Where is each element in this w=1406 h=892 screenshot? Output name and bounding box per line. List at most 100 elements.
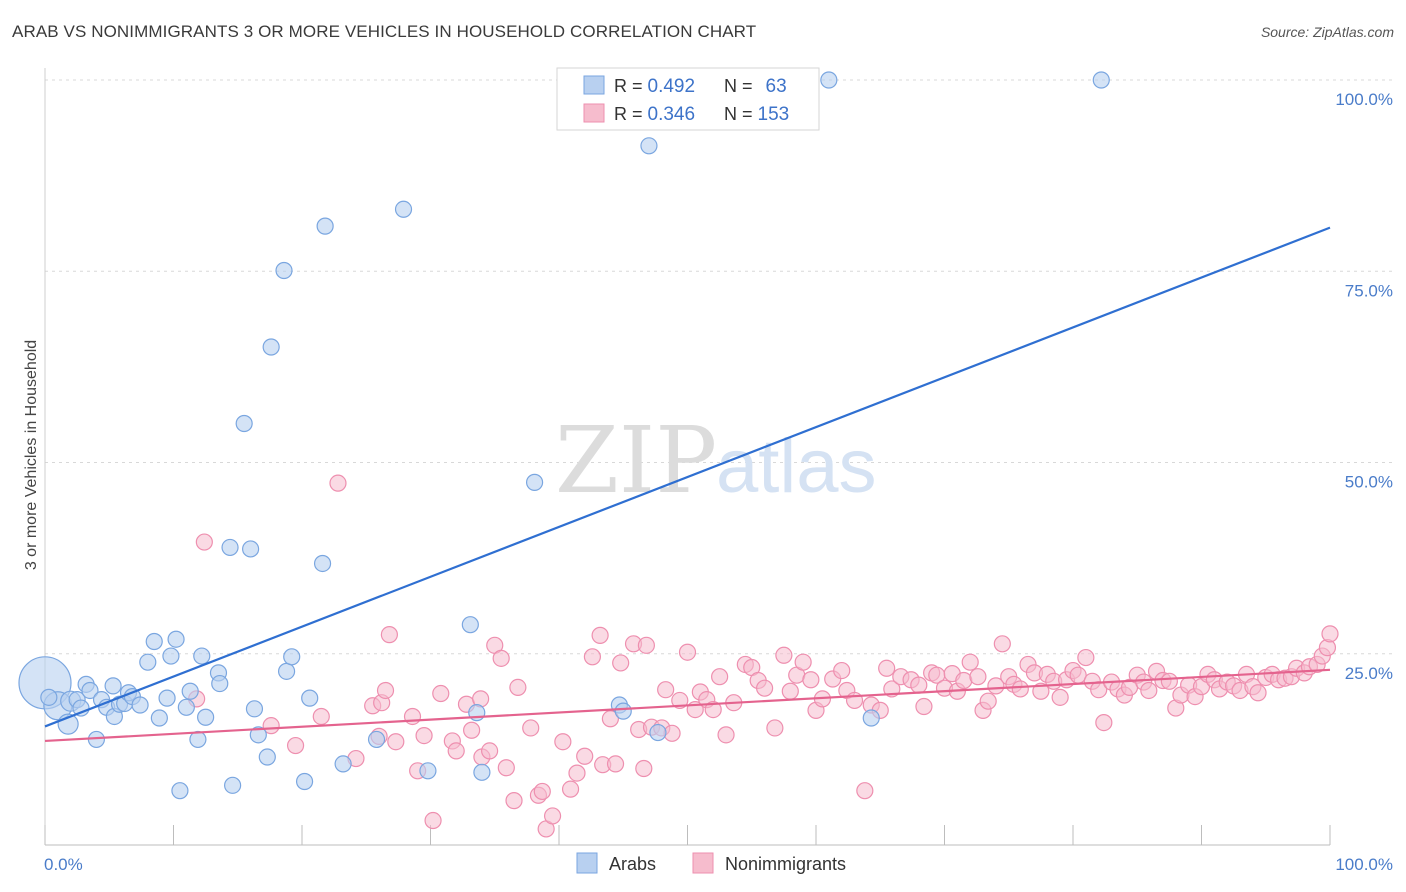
data-point-nonimmigrants	[878, 659, 896, 677]
data-point-arabs	[316, 217, 334, 235]
data-point-nonimmigrants	[568, 764, 586, 782]
data-point-arabs	[367, 730, 386, 749]
data-point-nonimmigrants	[612, 654, 630, 672]
data-point-arabs	[224, 776, 242, 794]
legend-r-label-nonimmigrants: R =	[614, 104, 648, 124]
data-point-nonimmigrants	[637, 636, 655, 654]
bottom-legend: Arabs Nonimmigrants	[576, 852, 846, 874]
data-point-nonimmigrants	[1140, 681, 1158, 700]
data-point-nonimmigrants	[424, 811, 442, 830]
data-point-nonimmigrants	[856, 782, 874, 800]
legend-n-value-arabs: 63	[766, 76, 787, 97]
data-point-nonimmigrants	[1077, 648, 1095, 667]
data-point-nonimmigrants	[492, 649, 510, 667]
data-point-nonimmigrants	[1051, 688, 1069, 706]
data-point-arabs	[177, 698, 195, 716]
data-point-nonimmigrants	[376, 681, 395, 700]
data-point-nonimmigrants	[591, 626, 609, 644]
data-point-arabs	[525, 473, 544, 491]
data-point-nonimmigrants	[704, 700, 722, 719]
bottom-legend-swatch-nonimmigrants	[692, 852, 714, 874]
data-point-nonimmigrants	[481, 742, 499, 760]
legend-r-label-arabs: R =	[614, 76, 648, 96]
chart-title: ARAB VS NONIMMIGRANTS 3 OR MORE VEHICLES…	[12, 22, 757, 41]
data-point-nonimmigrants	[1095, 713, 1113, 732]
data-point-arabs	[820, 71, 838, 89]
data-point-nonimmigrants	[312, 707, 330, 726]
data-point-nonimmigrants	[505, 792, 523, 810]
source-label: Source: ZipAtlas.com	[1260, 24, 1394, 40]
data-point-nonimmigrants	[794, 653, 812, 671]
data-point-nonimmigrants	[583, 648, 602, 666]
data-point-arabs	[283, 648, 301, 666]
data-point-arabs	[649, 723, 667, 742]
data-point-nonimmigrants	[955, 671, 973, 690]
data-point-arabs	[235, 414, 253, 433]
data-point-nonimmigrants	[781, 682, 799, 700]
data-point-nonimmigrants	[286, 736, 305, 755]
data-point-nonimmigrants	[987, 677, 1005, 695]
bottom-legend-nonimmigrants: Nonimmigrants	[725, 854, 846, 874]
data-point-nonimmigrants	[576, 747, 594, 765]
data-point-nonimmigrants	[766, 719, 784, 737]
data-point-arabs	[614, 702, 632, 720]
legend-n-label-nonimmigrants: N =	[724, 104, 758, 124]
arabs-points	[18, 71, 1110, 800]
data-point-arabs	[1092, 71, 1110, 89]
data-point-nonimmigrants	[711, 668, 729, 686]
legend-swatch-nonimmigrants	[583, 103, 605, 123]
data-point-arabs	[150, 709, 168, 727]
data-point-arabs	[334, 755, 352, 773]
legend-r-value-nonimmigrants: 0.346	[648, 104, 696, 125]
data-point-arabs	[275, 261, 293, 280]
data-point-nonimmigrants	[961, 653, 979, 671]
data-point-nonimmigrants	[195, 533, 213, 551]
data-point-nonimmigrants	[755, 679, 774, 697]
data-point-arabs	[245, 700, 264, 718]
data-point-nonimmigrants	[1249, 684, 1267, 702]
data-point-nonimmigrants	[606, 755, 625, 773]
data-point-nonimmigrants	[915, 697, 933, 716]
svg-text:N = 153: N = 153	[724, 104, 789, 125]
data-point-nonimmigrants	[601, 710, 620, 728]
legend-n-label-arabs: N =	[724, 76, 758, 96]
data-point-arabs	[171, 782, 189, 800]
data-point-nonimmigrants	[463, 721, 481, 739]
data-point-nonimmigrants	[329, 474, 347, 492]
data-point-nonimmigrants	[833, 661, 851, 680]
data-point-nonimmigrants	[497, 759, 515, 777]
data-point-arabs	[193, 647, 211, 665]
data-point-nonimmigrants	[993, 635, 1011, 653]
data-point-arabs	[258, 748, 276, 766]
grid-layer: 25.0% 50.0% 75.0% 100.0%	[45, 79, 1393, 683]
data-point-arabs	[139, 653, 157, 671]
data-point-nonimmigrants	[979, 692, 997, 710]
data-point-nonimmigrants	[635, 759, 653, 778]
data-point-arabs	[131, 696, 149, 714]
bottom-legend-arabs: Arabs	[609, 854, 656, 874]
data-point-nonimmigrants	[543, 807, 562, 825]
watermark-atlas: atlas	[716, 424, 877, 509]
data-point-arabs	[181, 682, 199, 700]
legend-swatch-arabs	[583, 75, 605, 95]
data-point-nonimmigrants	[561, 780, 580, 798]
data-point-arabs	[394, 200, 413, 218]
data-point-arabs	[158, 689, 176, 707]
svg-text:N = 63: N = 63	[724, 76, 787, 97]
data-point-arabs	[162, 647, 180, 665]
trend-lines	[44, 226, 1331, 743]
data-point-arabs	[301, 689, 319, 707]
data-point-arabs	[295, 772, 314, 791]
data-point-arabs	[167, 630, 185, 648]
data-point-arabs	[211, 674, 229, 693]
data-point-nonimmigrants	[533, 782, 551, 801]
trend-line-nonimmigrants	[44, 668, 1331, 743]
data-point-arabs	[862, 709, 880, 727]
y-tick-label: 50.0%	[1345, 473, 1393, 492]
data-point-arabs	[81, 681, 99, 700]
legend-n-value-nonimmigrants: 153	[758, 104, 790, 125]
x-tick-label: 0.0%	[44, 855, 83, 874]
data-point-arabs	[419, 762, 437, 780]
data-point-nonimmigrants	[509, 678, 527, 697]
data-point-arabs	[197, 708, 215, 726]
